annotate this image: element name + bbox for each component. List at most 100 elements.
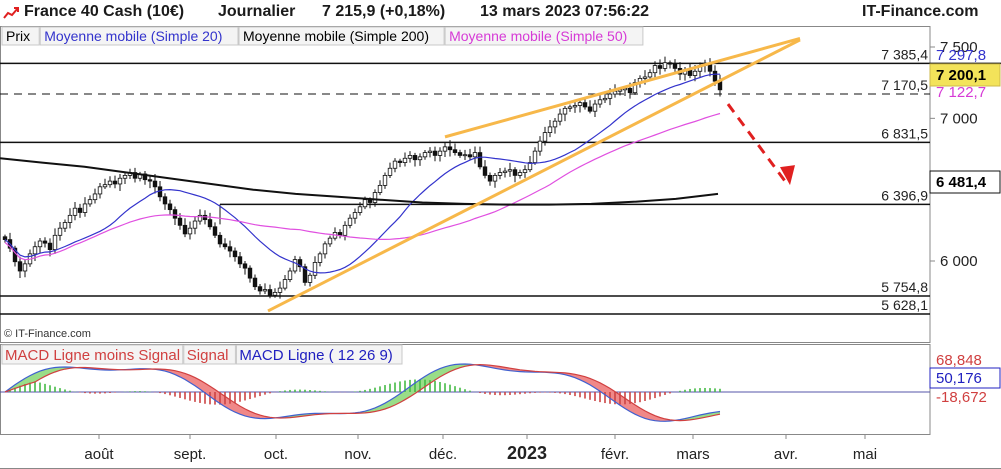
candle-body [652,65,658,74]
price-badge-bg-sma200 [929,170,1001,194]
candle-body [712,70,718,82]
level-label-5: 5 628,1 [881,297,928,313]
candle-body [567,106,573,109]
legend-top-box-2 [238,26,445,46]
x-tick-label-1: sept. [174,446,207,463]
period-label: Journalier [218,3,296,20]
candle-body [582,102,588,108]
macd-fill-segment [225,396,230,410]
quote-label: 7 215,9 (+0,18%) [322,3,446,20]
candle-body [467,154,473,158]
legend-bottom-box-0 [1,344,184,365]
x-tick-label-6: févr. [601,446,629,463]
macd-fill-segment [20,378,25,387]
candle-body [192,220,198,229]
candle-body [227,246,233,252]
candle-body [372,192,378,203]
macd-badge-0: 68,848 [936,352,982,369]
level-label-4: 5 754,8 [881,279,928,295]
candle-body [187,227,193,235]
candle-body [362,199,368,208]
candle-body [357,206,363,213]
candle-body [532,150,538,163]
candle-body [302,266,308,283]
macd-fill-segment [620,394,625,409]
candle-body [307,274,313,283]
candle-body [607,93,613,99]
candle-body [342,224,348,236]
candle-body [552,120,558,128]
candle-body [597,99,603,105]
x-tick-label-7: mars [676,446,709,463]
macd-fill-segment [625,398,630,412]
macd-badge-1: 50,176 [936,370,982,387]
candle-body [542,132,548,142]
candle-body [437,150,443,156]
price-badge-bg-current [929,63,1001,87]
candle-body [37,240,43,248]
candle-body [447,146,453,151]
candle-body [647,72,653,78]
candle-body [42,240,48,244]
legend-bottom-1: Signal [187,347,229,364]
macd-fill-segment [615,391,620,406]
legend-top-3: Moyenne mobile (Simple 50) [449,28,627,44]
chart-header: France 40 Cash (10€) Journalier 7 215,9 … [0,0,1001,26]
candle-body [462,154,468,157]
watermark-text: © IT-Finance.com [4,328,91,340]
candle-body [667,62,673,65]
candle-body [442,146,448,152]
macd-fill-segment [410,383,415,397]
candle-body [312,262,318,276]
candle-body [112,180,118,185]
legend-bottom-0: MACD Ligne moins Signal [5,347,180,364]
y-tick-label-0: 7 500 [940,39,978,56]
candle-body [322,243,328,255]
candle-body [202,214,208,221]
candle-body [382,174,388,186]
candle-body [167,203,173,211]
candle-body [577,102,583,106]
level-label-3: 6 396,9 [881,187,928,203]
price-badge-1: 7 200,1 [936,67,986,84]
channel-lower-line [267,38,801,313]
x-tick-label-5: 2023 [507,443,547,463]
candle-body [47,242,53,250]
site-name: IT-Finance.com [862,3,979,20]
candle-body [387,167,393,176]
candle-body [417,156,423,161]
candles [2,56,723,299]
candle-body [317,253,323,263]
macd-fill-segment [580,375,585,383]
candle-body [152,180,158,188]
price-badge-3: 6 481,4 [936,174,987,191]
candle-body [352,212,358,219]
candle-body [252,277,258,288]
candle-body [492,174,498,182]
candle-body [182,224,188,235]
candle-body [77,207,83,213]
candle-body [627,87,633,94]
candle-body [397,160,403,163]
candle-body [212,226,218,236]
candle-body [257,286,263,292]
candle-body [222,243,228,248]
candle-body [92,193,98,201]
candle-body [572,105,578,108]
candle-body [292,259,298,272]
candle-body [672,63,678,69]
candle-body [692,70,698,76]
candle-body [72,207,78,216]
level-label-0: 7 385,4 [881,46,928,62]
candle-body [272,291,278,296]
candle-body [297,259,303,268]
forecast-arrow-head [780,165,795,186]
candle-body [642,76,648,79]
candle-body [237,256,243,265]
candle-body [657,65,663,69]
candle-body [477,152,483,168]
candle-body [17,261,23,272]
candle-body [52,234,58,250]
candle-body [87,199,93,205]
x-tick-label-4: déc. [429,446,457,463]
